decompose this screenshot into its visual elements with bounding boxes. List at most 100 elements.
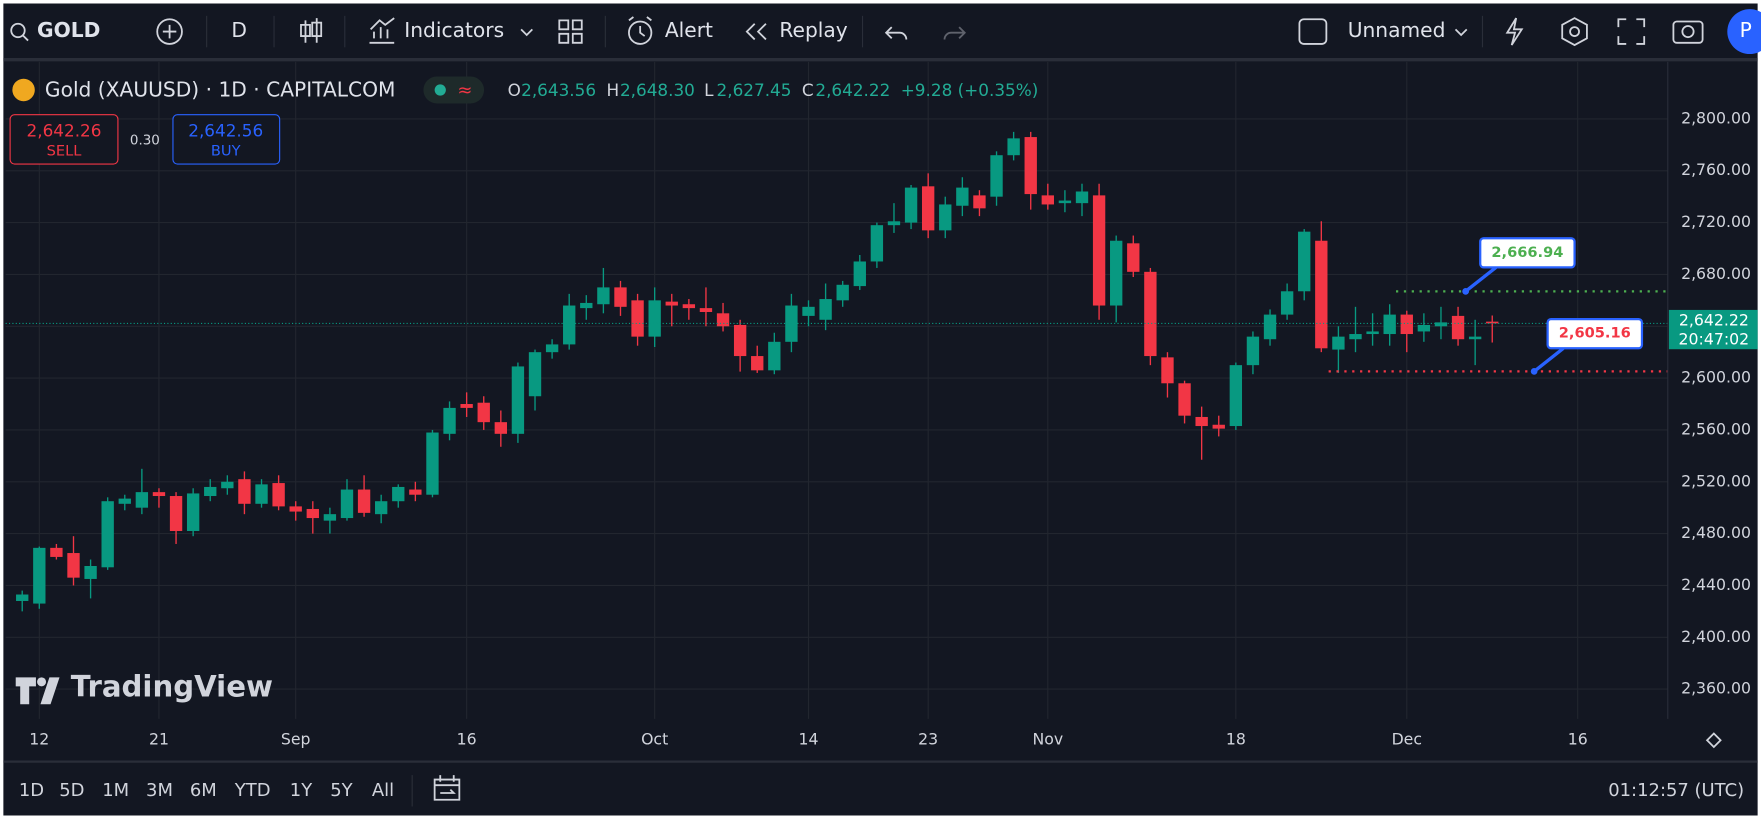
layout-name[interactable]: Unnamed xyxy=(1348,18,1446,42)
close-label: C xyxy=(802,80,814,100)
candle-body xyxy=(84,565,97,579)
settings[interactable] xyxy=(1561,17,1588,47)
profile-button[interactable] xyxy=(1727,9,1761,55)
candle-body xyxy=(1298,231,1311,292)
candle-body xyxy=(1212,424,1225,429)
candle-body xyxy=(528,352,542,397)
candle-body xyxy=(340,489,354,519)
candle-body xyxy=(409,489,422,495)
alert-button[interactable]: Alert xyxy=(665,18,713,42)
x-tick-label: 16 xyxy=(1568,730,1588,749)
candle-body xyxy=(118,498,131,504)
quick-search[interactable] xyxy=(1505,17,1524,46)
candle-body xyxy=(1263,314,1277,340)
candle-body xyxy=(135,492,149,508)
candle-body xyxy=(186,493,200,532)
callout-pointer xyxy=(1464,266,1497,293)
callout-pointer xyxy=(1533,346,1565,373)
candle-body xyxy=(1315,240,1328,349)
candle-body xyxy=(1366,331,1379,335)
candle-body xyxy=(939,204,952,231)
high-value: 2,648.30 xyxy=(620,80,695,100)
range-button[interactable]: 1M xyxy=(102,780,129,801)
range-button[interactable]: 5D xyxy=(59,780,84,801)
callout-box xyxy=(1546,317,1644,350)
range-button[interactable]: 3M xyxy=(146,780,173,801)
range-button[interactable]: 1Y xyxy=(290,780,312,801)
candle-body xyxy=(1280,291,1294,315)
candle-body xyxy=(50,547,63,557)
svg-text:≈: ≈ xyxy=(457,80,472,101)
callout-label: 2,666.94 xyxy=(1491,244,1563,261)
last-price-label: 2,642.22 xyxy=(1679,311,1749,330)
replay-button[interactable]: Replay xyxy=(779,18,847,42)
range-button[interactable]: YTD xyxy=(234,780,271,801)
high-label: H xyxy=(606,80,619,100)
range-button[interactable]: 6M xyxy=(190,780,217,801)
sell-price: 2,642.26 xyxy=(27,121,102,141)
callout-label: 2,605.16 xyxy=(1559,325,1631,342)
candle-body xyxy=(1144,271,1157,357)
alert-anchor xyxy=(1462,287,1469,295)
go-to-date[interactable] xyxy=(433,775,461,801)
candle-body xyxy=(768,341,781,371)
candle-body xyxy=(152,492,166,497)
candle-body xyxy=(699,308,713,313)
range-button[interactable]: All xyxy=(372,780,394,801)
candle-body xyxy=(255,484,268,504)
candle-body xyxy=(751,356,764,371)
candle-body xyxy=(1417,324,1431,332)
chart-type[interactable] xyxy=(300,18,323,43)
range-button[interactable]: 1D xyxy=(19,780,44,801)
toolbar: GOLD D Indicators Alert Replay Unnamed P xyxy=(3,9,1761,62)
indicators-button[interactable]: Indicators xyxy=(404,18,504,42)
candle-body xyxy=(921,186,935,231)
candle-body xyxy=(1092,195,1106,306)
buy-label: BUY xyxy=(211,143,241,160)
y-tick-label: 2,680.00 xyxy=(1681,264,1751,283)
candle-body xyxy=(1058,200,1072,204)
range-button[interactable]: 5Y xyxy=(330,780,352,801)
candle-body xyxy=(1195,416,1208,427)
candle-body xyxy=(306,508,319,519)
candle-body xyxy=(323,514,337,521)
buy-button[interactable] xyxy=(172,114,281,165)
x-tick-label: 12 xyxy=(29,730,49,749)
candle-body xyxy=(272,483,285,507)
sell-button[interactable] xyxy=(9,114,119,165)
symbol[interactable]: GOLD xyxy=(37,18,100,42)
undo[interactable] xyxy=(884,26,908,40)
candle-body xyxy=(870,225,884,262)
y-tick-label: 2,600.00 xyxy=(1681,368,1751,387)
x-tick-label: 16 xyxy=(457,730,477,749)
redo[interactable] xyxy=(943,26,967,40)
spread: 0.30 xyxy=(130,133,160,149)
candle-body xyxy=(1041,195,1054,205)
y-tick-label: 2,440.00 xyxy=(1681,575,1751,594)
candle-body xyxy=(956,187,969,206)
snapshot[interactable] xyxy=(1672,20,1704,44)
add-symbol[interactable] xyxy=(156,18,183,45)
x-tick-label: Sep xyxy=(281,730,311,749)
candle-body xyxy=(1332,336,1345,350)
candle-body xyxy=(904,187,918,223)
candle-body xyxy=(1434,322,1448,327)
y-tick-label: 2,760.00 xyxy=(1681,160,1751,179)
candle-body xyxy=(374,501,388,515)
callout-box xyxy=(1479,237,1576,269)
candle-body xyxy=(1007,138,1020,156)
templates[interactable] xyxy=(558,19,583,44)
candle-body xyxy=(733,324,747,357)
candle-body xyxy=(853,261,866,287)
clock: 01:12:57 (UTC) xyxy=(1608,780,1744,801)
candle-body xyxy=(1486,321,1499,324)
buy-price: 2,642.56 xyxy=(188,121,263,141)
interval[interactable]: D xyxy=(231,18,247,42)
candle-body xyxy=(1127,243,1140,272)
candle-body xyxy=(494,422,508,434)
candle-body xyxy=(169,496,183,532)
fullscreen[interactable] xyxy=(1617,18,1646,45)
low-label: L xyxy=(704,80,714,100)
trade-buttons: 2,642.26 SELL 0.30 2,642.56 BUY xyxy=(9,114,281,165)
